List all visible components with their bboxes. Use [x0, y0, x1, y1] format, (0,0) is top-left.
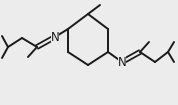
Text: N: N	[51, 30, 59, 43]
Text: N: N	[118, 56, 126, 68]
